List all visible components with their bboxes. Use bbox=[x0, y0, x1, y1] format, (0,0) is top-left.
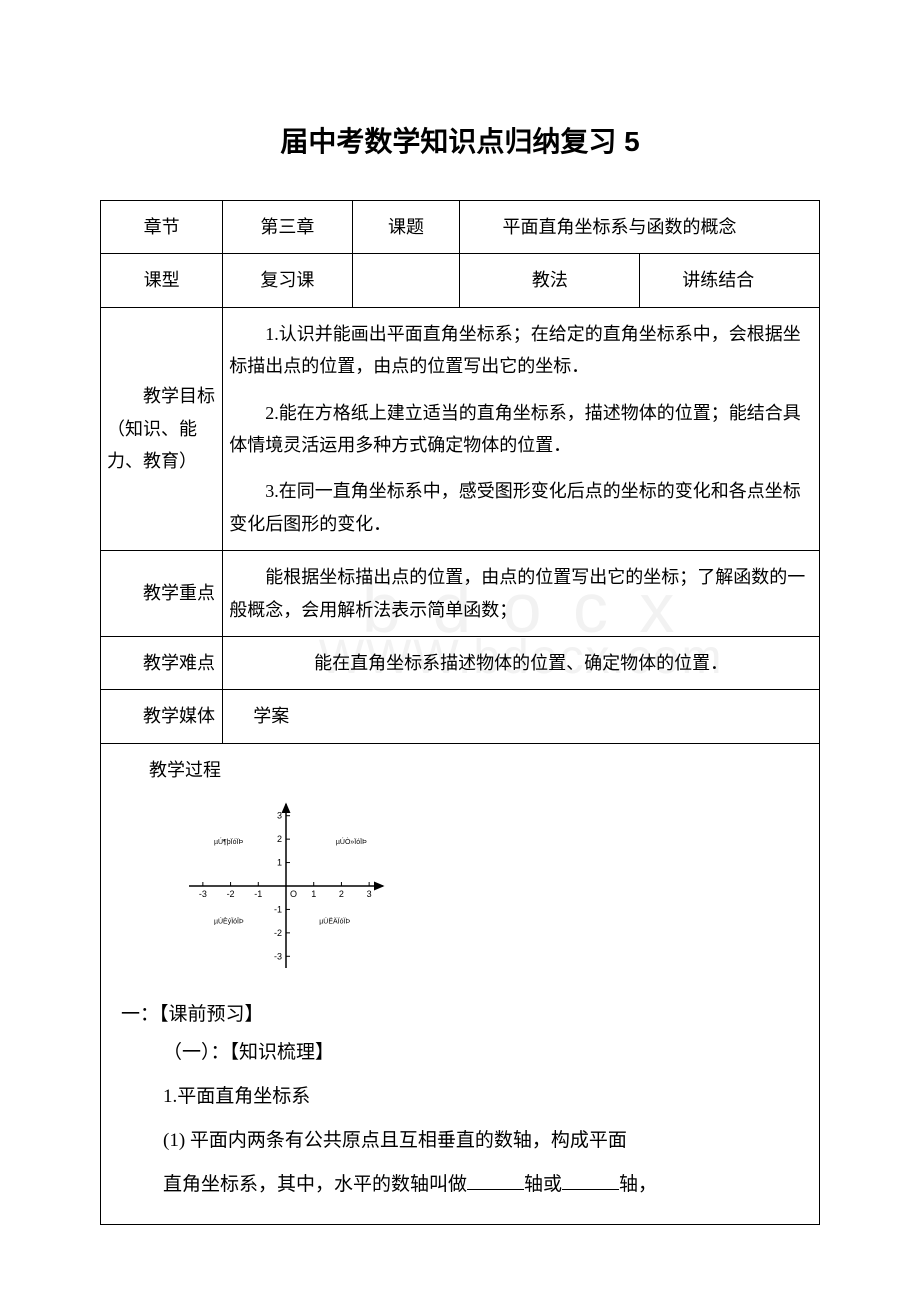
cell-topic-label: 课题 bbox=[352, 201, 460, 254]
coordinate-chart: -3 -3 -2 -2 -1 -1 1 1 2 2 3 3 OµÚÒ»ÏóÏÞ µÚ¶þÏóÏÞ µÚÈýÏ… bbox=[181, 796, 799, 976]
svg-text:-3: -3 bbox=[274, 951, 282, 961]
svg-text:µÚÈýÏóÏÞ: µÚÈýÏóÏÞ bbox=[214, 917, 244, 926]
blank-2 bbox=[562, 1171, 619, 1190]
cell-method-value: 讲练结合 bbox=[640, 254, 820, 307]
svg-text:-3: -3 bbox=[199, 889, 207, 899]
keypoint-text: 能根据坐标描出点的位置，由点的位置写出它的坐标；了解函数的一般概念，会用解析法表… bbox=[229, 567, 805, 619]
table-row: 课型 复习课 教法 讲练结合 bbox=[101, 254, 820, 307]
preview-heading: 一：【课前预习】 bbox=[121, 996, 799, 1034]
cell-method-label: 教法 bbox=[460, 254, 640, 307]
svg-text:-2: -2 bbox=[274, 928, 282, 938]
cell-process: 教学过程 -3 -3 -2 -2 -1 -1 1 1 2 2 3 3 OµÚÒ»ÏóÏÞ µÚ¶þÏóÏÞ… bbox=[101, 743, 820, 1224]
svg-text:-2: -2 bbox=[227, 889, 235, 899]
cell-type-label: 课型 bbox=[101, 254, 223, 307]
body-p2b: 直角坐标系，其中，水平的数轴叫做 轴或 轴， bbox=[121, 1166, 799, 1204]
svg-text:µÚ¶þÏóÏÞ: µÚ¶þÏóÏÞ bbox=[214, 837, 244, 846]
objective-p1: 1.认识并能画出平面直角坐标系；在给定的直角坐标系中，会根据坐标描出点的位置，由… bbox=[229, 318, 813, 383]
cell-media-label: 教学媒体 bbox=[101, 690, 223, 743]
table-row: 教学难点 WWW.bdocx.com 能在直角坐标系描述物体的位置、确定物体的位… bbox=[101, 636, 820, 689]
svg-text:-1: -1 bbox=[254, 889, 262, 899]
page-title: 届中考数学知识点归纳复习 5 bbox=[100, 120, 820, 160]
table-row: 章节 第三章 课题 平面直角坐标系与函数的概念 bbox=[101, 201, 820, 254]
cell-type-value: 复习课 bbox=[223, 254, 352, 307]
p2b-mid: 轴或 bbox=[524, 1174, 562, 1195]
cell-topic-value: 平面直角坐标系与函数的概念 bbox=[460, 201, 820, 254]
svg-text:1: 1 bbox=[277, 858, 282, 868]
svg-text:2: 2 bbox=[339, 889, 344, 899]
blank-1 bbox=[467, 1171, 524, 1190]
cell-keypoint-value: b d o c x 能根据坐标描出点的位置，由点的位置写出它的坐标；了解函数的一… bbox=[223, 551, 820, 637]
cell-chapter-label: 章节 bbox=[101, 201, 223, 254]
body-p1: 1.平面直角坐标系 bbox=[121, 1078, 799, 1116]
objective-p2: 2.能在方格纸上建立适当的直角坐标系，描述物体的位置；能结合具体情境灵活运用多种… bbox=[229, 397, 813, 462]
svg-text:1: 1 bbox=[311, 889, 316, 899]
table-row-process: 教学过程 -3 -3 -2 -2 -1 -1 1 1 2 2 3 3 OµÚÒ»ÏóÏÞ µÚ¶þÏóÏÞ… bbox=[101, 743, 820, 1224]
lesson-plan-table: 章节 第三章 课题 平面直角坐标系与函数的概念 课型 复习课 教法 讲练结合 教… bbox=[100, 200, 820, 1225]
table-row: 教学重点 b d o c x 能根据坐标描出点的位置，由点的位置写出它的坐标；了… bbox=[101, 551, 820, 637]
objective-p3: 3.在同一直角坐标系中，感受图形变化后点的坐标的变化和各点坐标变化后图形的变化． bbox=[229, 475, 813, 540]
cell-media-value: 学案 bbox=[223, 690, 820, 743]
svg-text:µÚËÄÏóÏÞ: µÚËÄÏóÏÞ bbox=[319, 917, 350, 926]
body-p2a: (1) 平面内两条有公共原点且互相垂直的数轴，构成平面 bbox=[121, 1122, 799, 1160]
table-row: 教学目标（知识、能力、教育） 1.认识并能画出平面直角坐标系；在给定的直角坐标系… bbox=[101, 307, 820, 550]
difficulty-text: 能在直角坐标系描述物体的位置、确定物体的位置． bbox=[314, 653, 728, 673]
cell-keypoint-label: 教学重点 bbox=[101, 551, 223, 637]
cell-difficulty-label: 教学难点 bbox=[101, 636, 223, 689]
cell-empty bbox=[352, 254, 460, 307]
svg-text:O: O bbox=[290, 889, 297, 899]
svg-text:-1: -1 bbox=[274, 905, 282, 915]
svg-text:µÚÒ»ÏóÏÞ: µÚÒ»ÏóÏÞ bbox=[336, 837, 367, 846]
cell-objective-label: 教学目标（知识、能力、教育） bbox=[101, 307, 223, 550]
svg-text:3: 3 bbox=[367, 889, 372, 899]
cell-chapter-value: 第三章 bbox=[223, 201, 352, 254]
cell-objective-value: 1.认识并能画出平面直角坐标系；在给定的直角坐标系中，会根据坐标描出点的位置，由… bbox=[223, 307, 820, 550]
svg-text:2: 2 bbox=[277, 834, 282, 844]
p2b-pre: 直角坐标系，其中，水平的数轴叫做 bbox=[163, 1174, 467, 1195]
p2b-post: 轴， bbox=[619, 1174, 657, 1195]
cell-difficulty-value: WWW.bdocx.com 能在直角坐标系描述物体的位置、确定物体的位置． bbox=[223, 636, 820, 689]
table-row: 教学媒体 学案 bbox=[101, 690, 820, 743]
process-label: 教学过程 bbox=[121, 754, 799, 786]
coordinate-svg: -3 -3 -2 -2 -1 -1 1 1 2 2 3 3 OµÚÒ»ÏóÏÞ µÚ¶þÏóÏÞ µÚÈýÏ… bbox=[181, 796, 391, 976]
svg-text:3: 3 bbox=[277, 811, 282, 821]
outline-heading: （一）：【知识梳理】 bbox=[121, 1034, 799, 1072]
